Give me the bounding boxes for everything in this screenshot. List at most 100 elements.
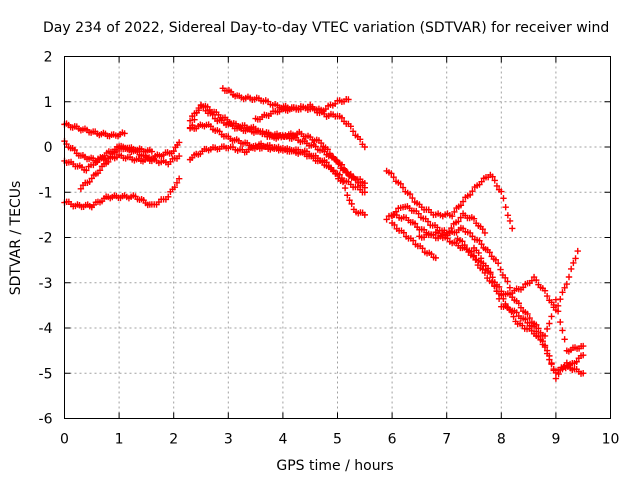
- data-point: [580, 370, 587, 377]
- data-point: [519, 284, 527, 291]
- data-point: [448, 224, 455, 232]
- data-point: [459, 238, 466, 245]
- y-tick-label: -5: [39, 366, 53, 382]
- data-point: [530, 323, 538, 330]
- data-point: [459, 225, 467, 232]
- x-tick-label: 6: [388, 432, 397, 448]
- data-point: [71, 146, 78, 154]
- data-point: [475, 249, 482, 257]
- data-point: [171, 184, 178, 191]
- data-point: [121, 130, 128, 137]
- data-point: [409, 237, 417, 244]
- data-point: [189, 121, 196, 129]
- data-point: [331, 100, 339, 108]
- data-point: [466, 191, 474, 199]
- data-point: [361, 211, 368, 219]
- data-point: [77, 185, 85, 193]
- data-point: [570, 259, 577, 267]
- data-point: [574, 247, 581, 255]
- data-point: [559, 289, 566, 296]
- data-point: [573, 358, 580, 365]
- data-point: [493, 182, 501, 190]
- data-point: [346, 197, 353, 204]
- y-tick-label: -3: [39, 276, 53, 292]
- data-point: [434, 229, 442, 237]
- y-tick-label: 2: [44, 50, 53, 66]
- data-point: [555, 370, 562, 378]
- y-tick-label: -6: [39, 412, 53, 428]
- series-track-12: [383, 167, 516, 232]
- data-point: [533, 328, 540, 335]
- data-point: [173, 179, 181, 186]
- data-point: [361, 184, 368, 191]
- data-point: [489, 173, 496, 180]
- x-axis-label: GPS time / hours: [276, 458, 393, 474]
- data-point: [517, 304, 525, 311]
- data-point: [165, 193, 172, 200]
- data-point: [552, 375, 560, 382]
- data-point: [476, 237, 483, 244]
- data-point: [406, 190, 414, 198]
- x-tick-labels: 0 1 2 3 4 5 6 7 8 9 10: [60, 432, 619, 448]
- x-tick-label: 0: [60, 432, 69, 448]
- y-axis-label: SDTVAR / TECUs: [8, 181, 24, 296]
- data-point: [557, 318, 564, 326]
- data-point: [88, 175, 95, 182]
- data-point: [513, 309, 520, 316]
- data-point: [522, 316, 529, 323]
- series-track-10: [219, 85, 368, 151]
- data-point: [497, 266, 504, 273]
- data-point: [432, 254, 439, 262]
- data-point: [524, 310, 531, 318]
- data-point: [336, 171, 343, 178]
- x-tick-label: 9: [551, 432, 560, 448]
- data-point: [444, 235, 451, 242]
- data-point: [541, 342, 549, 349]
- series-track-9: [186, 140, 368, 219]
- data-point: [546, 320, 553, 327]
- data-point: [543, 350, 551, 357]
- data-point: [567, 265, 575, 273]
- data-point: [580, 342, 587, 350]
- grid: [64, 56, 611, 419]
- data-point: [552, 296, 560, 303]
- data-point: [493, 288, 501, 295]
- data-point: [338, 114, 346, 122]
- x-tick-label: 4: [278, 432, 287, 448]
- data-point: [175, 175, 183, 182]
- x-tick-label: 2: [169, 432, 178, 448]
- data-point: [477, 255, 485, 262]
- data-point: [457, 214, 464, 221]
- data-point: [383, 216, 390, 223]
- data-point: [451, 208, 458, 216]
- data-point: [104, 158, 112, 166]
- data-point: [455, 218, 462, 225]
- data-point: [411, 220, 419, 227]
- series-track-17: [454, 235, 587, 355]
- data-point: [349, 128, 357, 135]
- data-point: [83, 167, 90, 174]
- data-point: [492, 256, 500, 264]
- data-point: [506, 284, 514, 291]
- data-point: [491, 283, 498, 290]
- data-point: [356, 136, 364, 143]
- data-point: [113, 147, 121, 155]
- data-point: [504, 212, 512, 219]
- data-point: [390, 173, 397, 181]
- data-point: [344, 192, 351, 199]
- data-point: [193, 109, 200, 117]
- data-point: [170, 147, 177, 155]
- data-point: [415, 210, 422, 217]
- data-point: [388, 170, 395, 177]
- data-point: [487, 270, 494, 278]
- data-point: [495, 295, 503, 303]
- data-point: [580, 351, 587, 359]
- data-point: [550, 304, 557, 311]
- data-point: [341, 184, 349, 192]
- data-point: [468, 248, 475, 255]
- data-point: [107, 154, 114, 161]
- data-point: [457, 202, 465, 209]
- data-point: [539, 338, 546, 345]
- data-point: [470, 215, 478, 222]
